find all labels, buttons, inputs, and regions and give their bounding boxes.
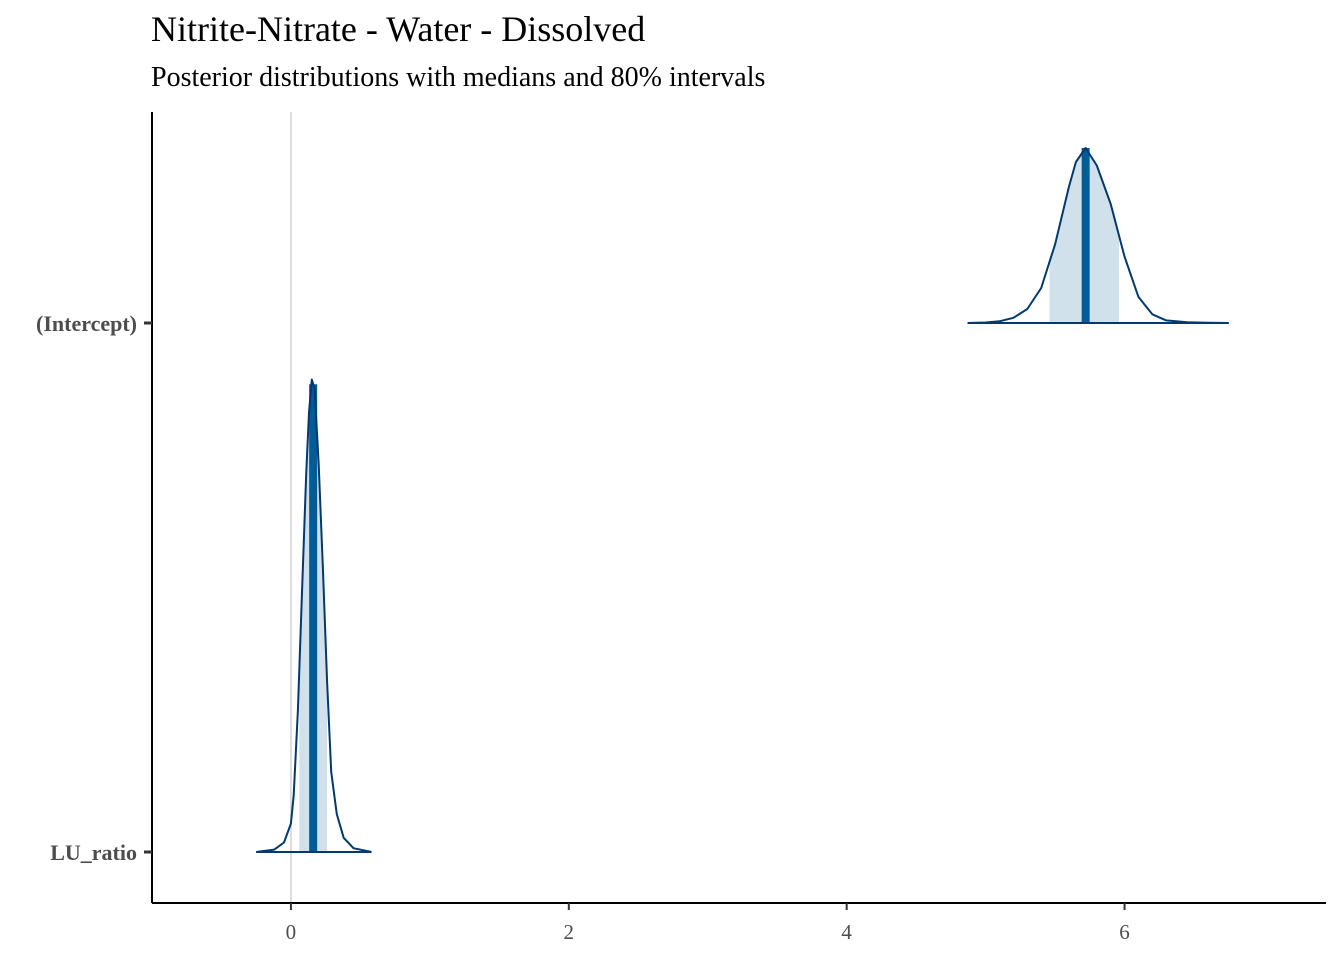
y-axis-ticks: (Intercept) LU_ratio [36,311,152,865]
x-tick-label: 0 [286,920,297,944]
x-tick-label: 4 [841,920,852,944]
density-marks [256,147,1229,853]
param--intercept--group [967,147,1229,324]
x-tick-label: 2 [564,920,575,944]
y-tick-label: (Intercept) [36,311,137,336]
x-axis-ticks: 0 2 4 6 [286,903,1130,944]
x-tick-label: 6 [1119,920,1130,944]
chart-subtitle: Posterior distributions with medians and… [151,62,766,93]
density-curve [256,378,372,853]
density-curve [967,147,1229,324]
chart-title: Nitrite-Nitrate - Water - Dissolved [151,9,646,49]
param-lu-ratio-group [256,378,372,853]
y-tick-label: LU_ratio [50,840,137,865]
